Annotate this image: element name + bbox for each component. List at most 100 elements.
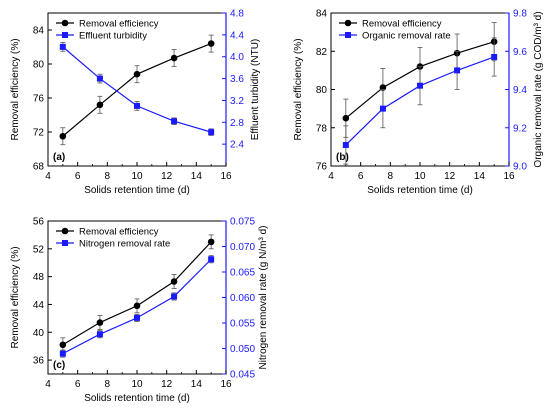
y-tick-label: 80 xyxy=(33,60,45,71)
x-axis-label: Solids retention time (d) xyxy=(84,185,190,196)
x-tick-label: 16 xyxy=(220,171,232,182)
y-tick-label: 44 xyxy=(33,300,45,311)
x-tick-label: 6 xyxy=(358,171,364,182)
y-axis-label: Removal efficiency (%) xyxy=(10,38,21,140)
data-point xyxy=(59,132,67,140)
legend-marker xyxy=(61,227,69,235)
data-point xyxy=(171,293,178,300)
y-tick-label: 48 xyxy=(33,272,45,283)
legend-marker xyxy=(344,19,352,27)
y2-tick-label: 3.6 xyxy=(230,74,244,85)
data-point xyxy=(207,238,215,246)
x-tick-label: 16 xyxy=(503,171,515,182)
data-point xyxy=(454,67,461,74)
data-point xyxy=(59,350,66,357)
y-tick-label: 80 xyxy=(316,85,328,96)
y-tick-label: 78 xyxy=(316,123,328,134)
x-tick-label: 14 xyxy=(191,171,203,182)
x-tick-label: 12 xyxy=(161,171,173,182)
y2-tick-label: 0.065 xyxy=(230,268,255,279)
legend-label: Removal efficiency xyxy=(362,19,442,30)
chart-panel-a: 4 6 8 10 12 14 1668727680842.42.83.23.64.04.44… xyxy=(10,9,261,197)
data-point xyxy=(133,70,141,78)
panel-label: (b) xyxy=(336,152,349,163)
panel-label: (c) xyxy=(53,360,65,371)
y-axis-label: Removal efficiency (%) xyxy=(293,38,304,140)
data-point xyxy=(208,129,215,136)
series-line xyxy=(62,46,212,133)
data-point xyxy=(96,331,103,338)
data-point xyxy=(417,82,423,89)
x-tick-label: 8 xyxy=(105,379,111,390)
legend-marker xyxy=(62,32,68,38)
x-tick-label: 10 xyxy=(414,171,426,182)
y2-tick-label: 9.8 xyxy=(513,9,527,20)
y-tick-label: 76 xyxy=(316,162,328,173)
data-point xyxy=(96,319,104,326)
legend-label: Removal efficiency xyxy=(79,19,159,30)
y-tick-label: 82 xyxy=(316,47,328,58)
y-tick-label: 36 xyxy=(33,356,45,367)
y2-tick-label: 0.075 xyxy=(230,217,255,228)
series-secondary xyxy=(59,42,215,136)
legend-marker xyxy=(62,240,68,246)
x-tick-label: 16 xyxy=(220,379,232,390)
data-point xyxy=(342,114,350,122)
y2-tick-label: 0.045 xyxy=(230,370,255,381)
x-tick-label: 4 xyxy=(45,379,51,390)
x-axis-label: Solids retention time (d) xyxy=(367,185,473,196)
x-tick-label: 8 xyxy=(388,171,394,182)
x-tick-label: 12 xyxy=(161,379,173,390)
y2-tick-label: 0.070 xyxy=(230,242,255,253)
data-point xyxy=(208,256,215,263)
x-tick-label: 6 xyxy=(75,379,81,390)
panel-label: (a) xyxy=(53,152,65,163)
series-removal-efficiency xyxy=(59,234,215,353)
x-tick-label: 8 xyxy=(105,171,111,182)
data-point xyxy=(207,40,215,47)
x-tick-label: 14 xyxy=(191,379,203,390)
y-tick-label: 68 xyxy=(33,162,45,173)
y-tick-label: 84 xyxy=(33,26,45,37)
y2-tick-label: 4.0 xyxy=(230,52,244,63)
data-point xyxy=(379,105,386,112)
data-point xyxy=(342,141,349,148)
x-tick-label: 4 xyxy=(45,171,51,182)
data-point xyxy=(170,54,178,62)
legend-marker xyxy=(345,32,351,38)
series-removal-efficiency xyxy=(59,34,215,146)
y2-tick-label: 4.8 xyxy=(230,9,244,20)
y2-tick-label: 4.4 xyxy=(230,30,244,41)
data-point xyxy=(59,341,67,349)
y2-tick-label: 0.060 xyxy=(230,293,255,304)
legend-marker xyxy=(61,19,69,27)
y-tick-label: 84 xyxy=(316,9,328,20)
data-point xyxy=(170,278,178,285)
data-point xyxy=(134,314,140,321)
y2-tick-label: 3.2 xyxy=(230,96,244,107)
y2-axis-label: Nitrogen removal rate (g N/m³ d) xyxy=(258,226,269,370)
data-point xyxy=(59,43,66,50)
data-point xyxy=(491,53,498,60)
x-tick-label: 14 xyxy=(474,171,486,182)
y-tick-label: 76 xyxy=(33,94,45,105)
y-tick-label: 72 xyxy=(33,128,45,139)
data-point xyxy=(133,302,141,310)
chart-panel-c: 4 6 8 10 12 14 16 36 40 44 48 52 56 0.045 0.050 0.055 0.… xyxy=(10,217,269,405)
y2-tick-label: 9.0 xyxy=(513,162,527,173)
x-tick-label: 12 xyxy=(444,171,456,182)
x-tick-label: 10 xyxy=(131,171,143,182)
legend-label: Removal efficiency xyxy=(79,227,159,238)
x-tick-label: 4 xyxy=(328,171,334,182)
chart-panel-b: 4 6 8 10 12 14 16 76 78 80 82 84 9.0 9.2 9.4 9.6 9.8 Soli… xyxy=(293,9,544,197)
data-point xyxy=(96,101,104,109)
data-point xyxy=(171,118,178,125)
x-axis-label: Solids retention time (d) xyxy=(84,393,190,404)
y-tick-label: 40 xyxy=(33,328,45,339)
y-axis-label: Removal efficiency (%) xyxy=(10,246,21,348)
y2-axis-label: Effluent turbidity (NTU) xyxy=(250,39,261,141)
